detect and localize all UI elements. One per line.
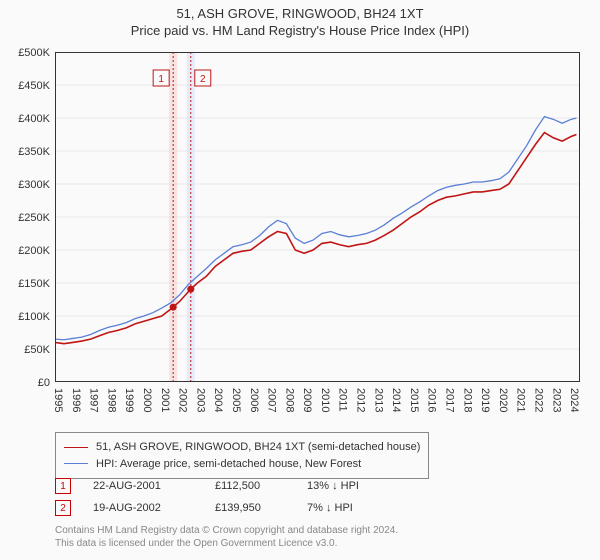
svg-text:£100K: £100K bbox=[18, 311, 50, 323]
svg-text:2018: 2018 bbox=[461, 388, 473, 412]
svg-text:£350K: £350K bbox=[18, 146, 50, 158]
title-block: 51, ASH GROVE, RINGWOOD, BH24 1XT Price … bbox=[0, 0, 600, 40]
sale-price-2: £139,950 bbox=[215, 502, 285, 514]
sale-date-2: 19-AUG-2002 bbox=[93, 502, 193, 514]
svg-text:2: 2 bbox=[200, 74, 206, 85]
svg-text:2004: 2004 bbox=[212, 388, 224, 412]
svg-text:2019: 2019 bbox=[479, 388, 491, 412]
chart-plot-area: 12 bbox=[55, 52, 580, 382]
sale-date-1: 22-AUG-2001 bbox=[93, 480, 193, 492]
legend: 51, ASH GROVE, RINGWOOD, BH24 1XT (semi-… bbox=[55, 432, 429, 479]
svg-text:2020: 2020 bbox=[497, 388, 509, 412]
legend-swatch-property bbox=[64, 447, 88, 448]
svg-text:2011: 2011 bbox=[337, 388, 349, 412]
svg-text:£400K: £400K bbox=[18, 113, 50, 125]
svg-text:2000: 2000 bbox=[141, 388, 153, 412]
svg-text:2014: 2014 bbox=[390, 388, 402, 412]
svg-text:2006: 2006 bbox=[248, 388, 260, 412]
svg-text:£300K: £300K bbox=[18, 179, 50, 191]
svg-text:2009: 2009 bbox=[301, 388, 313, 412]
svg-text:2003: 2003 bbox=[194, 388, 206, 412]
svg-text:2013: 2013 bbox=[372, 388, 384, 412]
svg-text:1996: 1996 bbox=[70, 388, 82, 412]
footer-line1: Contains HM Land Registry data © Crown c… bbox=[55, 524, 580, 537]
svg-text:2021: 2021 bbox=[515, 388, 527, 412]
title-subtitle: Price paid vs. HM Land Registry's House … bbox=[0, 23, 600, 38]
svg-text:2008: 2008 bbox=[283, 388, 295, 412]
sale-row-2: 2 19-AUG-2002 £139,950 7% ↓ HPI bbox=[55, 500, 387, 516]
svg-text:2016: 2016 bbox=[426, 388, 438, 412]
svg-text:2024: 2024 bbox=[568, 388, 580, 412]
svg-text:£50K: £50K bbox=[24, 344, 50, 356]
svg-text:£500K: £500K bbox=[18, 48, 50, 59]
chart-container: 51, ASH GROVE, RINGWOOD, BH24 1XT Price … bbox=[0, 0, 600, 560]
svg-text:2015: 2015 bbox=[408, 388, 420, 412]
svg-text:1997: 1997 bbox=[88, 388, 100, 412]
y-axis: £0 £50K £100K £150K £200K £250K £300K £350K £400… bbox=[0, 48, 55, 388]
svg-text:1995: 1995 bbox=[52, 388, 64, 412]
svg-text:2007: 2007 bbox=[266, 388, 278, 412]
svg-text:2010: 2010 bbox=[319, 388, 331, 412]
svg-text:2012: 2012 bbox=[355, 388, 367, 412]
svg-text:2022: 2022 bbox=[533, 388, 545, 412]
sale-pct-1: 13% ↓ HPI bbox=[307, 480, 387, 492]
chart-svg: 12 bbox=[55, 52, 580, 382]
sale-marker-2: 2 bbox=[55, 500, 71, 516]
sale-pct-2: 7% ↓ HPI bbox=[307, 502, 387, 514]
svg-text:2001: 2001 bbox=[159, 388, 171, 412]
svg-text:2017: 2017 bbox=[444, 388, 456, 412]
x-axis: 1995 1996 1997 1998 1999 2000 2001 2002 2003 2004… bbox=[50, 384, 585, 430]
svg-text:1998: 1998 bbox=[105, 388, 117, 412]
svg-text:£0: £0 bbox=[38, 377, 50, 388]
sale-marker-1: 1 bbox=[55, 478, 71, 494]
legend-item-hpi: HPI: Average price, semi-detached house,… bbox=[64, 456, 420, 473]
svg-text:2002: 2002 bbox=[177, 388, 189, 412]
svg-text:2023: 2023 bbox=[550, 388, 562, 412]
legend-swatch-hpi bbox=[64, 463, 88, 464]
legend-label-property: 51, ASH GROVE, RINGWOOD, BH24 1XT (semi-… bbox=[96, 439, 420, 456]
svg-text:1999: 1999 bbox=[123, 388, 135, 412]
legend-item-property: 51, ASH GROVE, RINGWOOD, BH24 1XT (semi-… bbox=[64, 439, 420, 456]
svg-text:1: 1 bbox=[158, 74, 164, 85]
svg-text:£250K: £250K bbox=[18, 212, 50, 224]
svg-text:2005: 2005 bbox=[230, 388, 242, 412]
sale-price-1: £112,500 bbox=[215, 480, 285, 492]
title-address: 51, ASH GROVE, RINGWOOD, BH24 1XT bbox=[0, 6, 600, 21]
sale-row-1: 1 22-AUG-2001 £112,500 13% ↓ HPI bbox=[55, 478, 387, 494]
legend-label-hpi: HPI: Average price, semi-detached house,… bbox=[96, 456, 361, 473]
svg-text:£150K: £150K bbox=[18, 278, 50, 290]
footer-line2: This data is licensed under the Open Gov… bbox=[55, 537, 580, 550]
svg-text:£450K: £450K bbox=[18, 80, 50, 92]
footer: Contains HM Land Registry data © Crown c… bbox=[55, 524, 580, 550]
svg-text:£200K: £200K bbox=[18, 245, 50, 257]
